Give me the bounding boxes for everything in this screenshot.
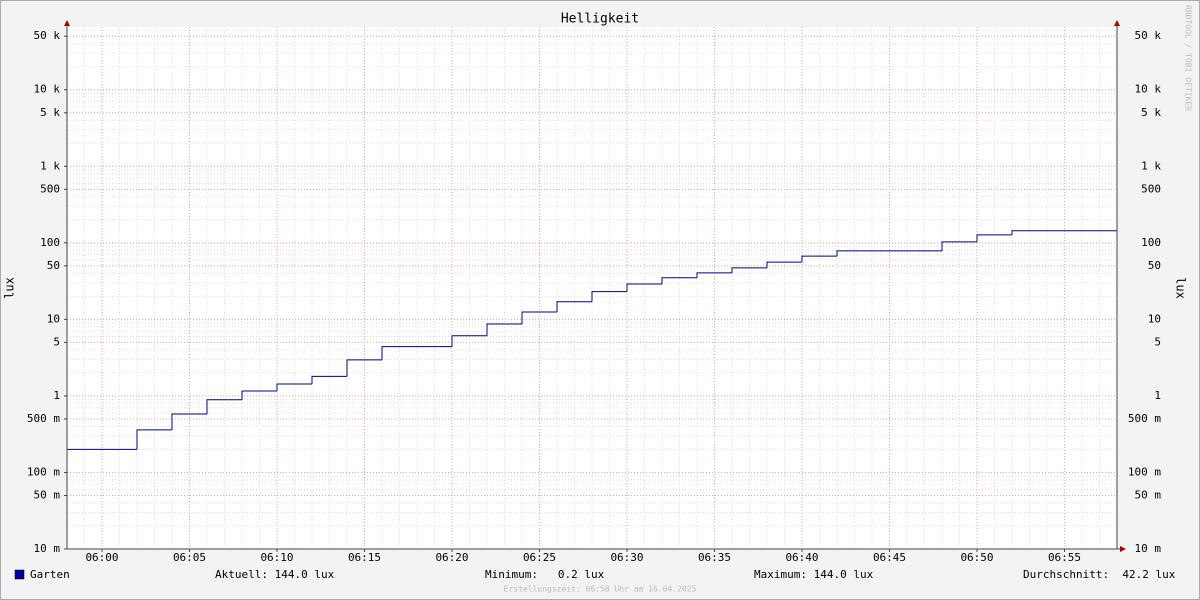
step-segment (311, 375, 347, 385)
x-tick-label: 06:10 (260, 551, 293, 564)
stat: Aktuell: 144.0 lux (215, 568, 335, 581)
step-segment (941, 241, 977, 251)
y2-tick-label: 5 k (1141, 106, 1161, 119)
y-tick-label: 50 m (34, 488, 61, 501)
step-segment (381, 346, 417, 360)
y2-tick-label: 10 k (1135, 83, 1162, 96)
y2-tick-label: 5 (1154, 335, 1161, 348)
y-axis-label: lux (3, 277, 17, 299)
chart-title: Helligkeit (561, 12, 639, 27)
x-tick-label: 06:40 (785, 551, 818, 564)
stat: Durchschnitt: 42.2 lux (1023, 568, 1176, 581)
y2-tick-label: 1 (1154, 389, 1161, 402)
step-segment (276, 383, 312, 391)
step-segment (696, 272, 732, 278)
footer: Erstellungszeit: 06:58 Uhr am 16.04.2025 (504, 585, 697, 594)
x-tick-label: 06:45 (873, 551, 906, 564)
y2-tick-label: 50 m (1135, 488, 1162, 501)
step-segment (801, 255, 837, 263)
y2-tick-label: 10 m (1135, 542, 1162, 555)
y2-tick-label: 50 k (1135, 29, 1162, 42)
y-tick-label: 50 k (34, 29, 61, 42)
x-tick-label: 06:35 (698, 551, 731, 564)
stat: Maximum: 144.0 lux (754, 568, 874, 581)
x-tick-label: 06:25 (523, 551, 556, 564)
step-segment (731, 267, 767, 273)
step-segment (661, 277, 697, 284)
y-tick-label: 1 (53, 389, 60, 402)
step-segment (486, 323, 522, 336)
step-segment (346, 359, 382, 377)
x-tick-label: 06:05 (173, 551, 206, 564)
y-tick-label: 5 k (40, 106, 60, 119)
step-segment (1011, 230, 1047, 235)
y-tick-label: 10 k (34, 83, 61, 96)
grid (64, 27, 1118, 552)
step-segment (556, 301, 592, 312)
y-tick-label: 100 m (27, 465, 60, 478)
step-segment (836, 250, 872, 257)
step-segment (626, 283, 662, 292)
y2-tick-label: 10 (1148, 312, 1161, 325)
legend-swatch (14, 569, 25, 580)
y-tick-label: 10 m (34, 542, 61, 555)
step-segment (976, 234, 1012, 242)
y2-tick-label: 50 (1148, 259, 1161, 272)
step-segment (521, 311, 557, 324)
x-tick-label: 06:00 (85, 551, 118, 564)
y2-tick-label: 500 m (1128, 412, 1161, 425)
step-segment (171, 413, 207, 430)
y-tick-label: 500 (40, 182, 60, 195)
y-tick-label: 500 m (27, 412, 60, 425)
x-tick-label: 06:15 (348, 551, 381, 564)
y-tick-label: 10 (47, 312, 60, 325)
stat: Minimum: 0.2 lux (485, 568, 605, 581)
step-segment (241, 390, 277, 400)
step-segment (591, 291, 627, 302)
marks (67, 230, 1117, 450)
watermark: RRDTOOL / TOBI OETIKER (1184, 5, 1193, 111)
x-tick-label: 06:30 (610, 551, 643, 564)
step-segment (136, 429, 172, 450)
y-tick-label: 50 (47, 259, 60, 272)
y-tick-label: 100 (40, 236, 60, 249)
step-segment (451, 335, 487, 347)
y2-axis-label: lux (1174, 277, 1188, 299)
y-tick-label: 5 (53, 335, 60, 348)
y2-tick-label: 100 (1141, 236, 1161, 249)
step-segment (766, 261, 802, 268)
y-tick-label: 1 k (40, 159, 60, 172)
legend-label: Garten (30, 568, 70, 581)
y2-tick-label: 100 m (1128, 465, 1161, 478)
y2-tick-label: 1 k (1141, 159, 1161, 172)
step-segment (206, 399, 242, 415)
y2-tick-label: 500 (1141, 182, 1161, 195)
x-tick-label: 06:55 (1048, 551, 1081, 564)
x-tick-label: 06:50 (960, 551, 993, 564)
x-tick-label: 06:20 (435, 551, 468, 564)
